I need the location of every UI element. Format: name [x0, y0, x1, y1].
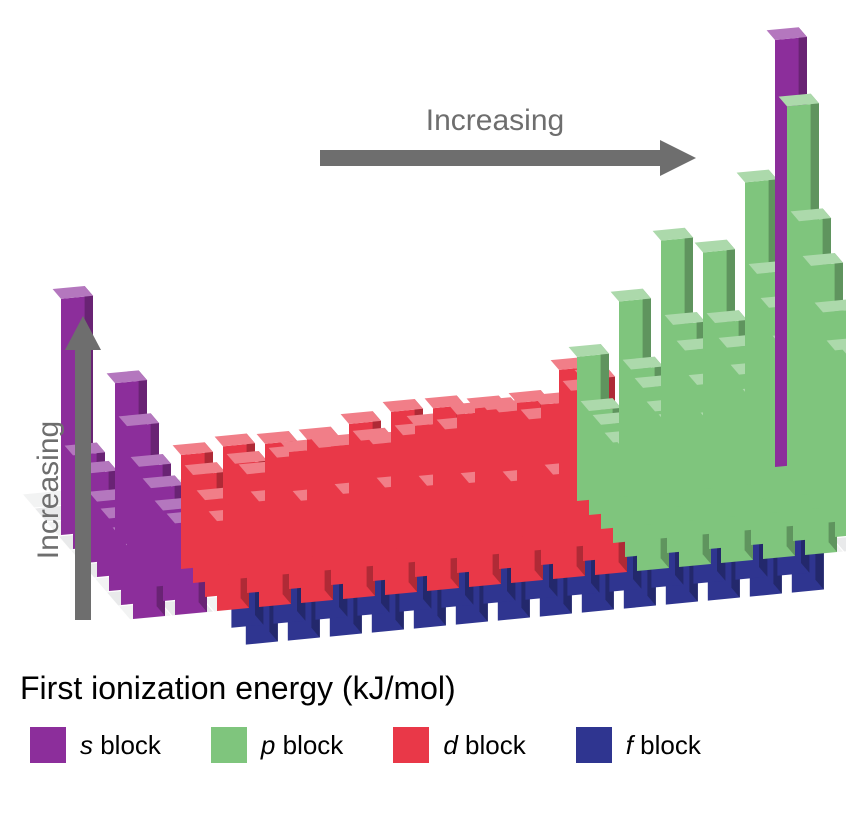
- increasing-label-horizontal: Increasing: [426, 104, 564, 137]
- increasing-label-vertical: Increasing: [32, 421, 65, 559]
- legend-swatch-s: [30, 727, 66, 763]
- increasing-arrow-horizontal: Increasing: [320, 104, 696, 176]
- legend: s block p block d block f block: [20, 727, 826, 763]
- ionization-energy-chart: Increasing Increasing: [20, 20, 826, 660]
- legend-label-d: d block: [443, 730, 525, 761]
- legend-item-s: s block: [30, 727, 161, 763]
- legend-label-p: p block: [261, 730, 343, 761]
- legend-label-s: s block: [80, 730, 161, 761]
- legend-label-f: f block: [626, 730, 701, 761]
- chart-title: First ionization energy (kJ/mol): [20, 670, 826, 707]
- legend-swatch-p: [211, 727, 247, 763]
- legend-swatch-d: [393, 727, 429, 763]
- legend-item-p: p block: [211, 727, 343, 763]
- legend-item-d: d block: [393, 727, 525, 763]
- legend-swatch-f: [576, 727, 612, 763]
- legend-item-f: f block: [576, 727, 701, 763]
